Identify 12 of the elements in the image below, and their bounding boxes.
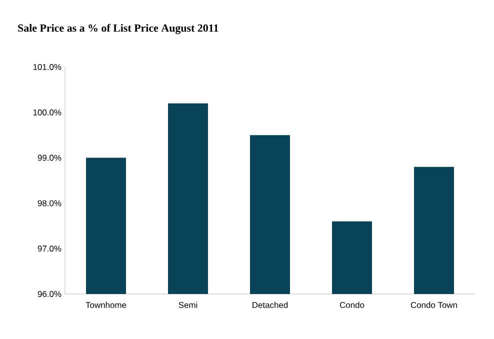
x-tick-label: Condo <box>340 302 364 308</box>
x-tick-label: Condo Town <box>410 302 457 308</box>
x-tick-label: Semi <box>178 302 198 308</box>
x-tick-label: Townhome <box>86 302 126 308</box>
y-tick-label: 100.0% <box>33 109 62 116</box>
y-tick-label: 97.0% <box>38 246 62 252</box>
x-tick-label: Detached <box>252 302 288 308</box>
y-tick-label: 98.0% <box>38 200 62 206</box>
y-tick-label: 99.0% <box>38 154 62 161</box>
y-tick-label: 101.0% <box>33 64 62 70</box>
y-tick-label: 96.0% <box>38 291 62 297</box>
chart-title: Sale Price as a % of List Price August 2011 <box>18 24 218 34</box>
